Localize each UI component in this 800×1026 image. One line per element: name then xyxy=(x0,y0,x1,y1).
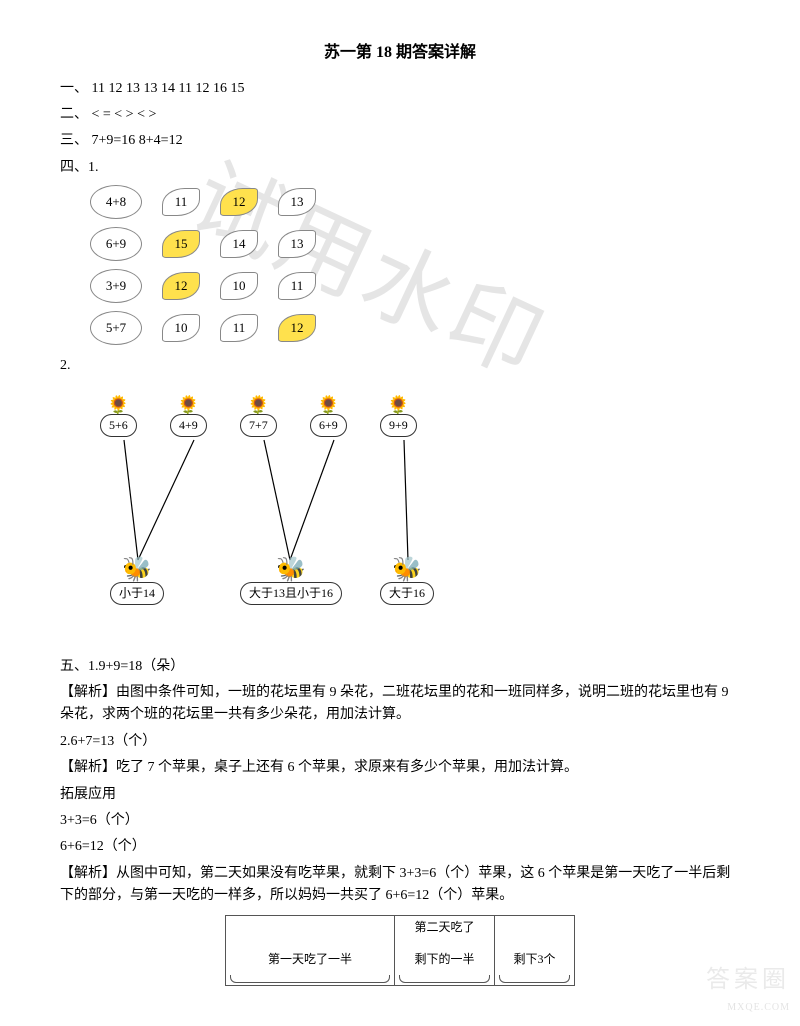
bee-icon: 🐝 xyxy=(380,558,434,582)
leaf-value: 11 xyxy=(162,188,200,216)
leaf-value: 11 xyxy=(220,314,258,342)
flower: 🌻4+9 xyxy=(170,396,207,437)
leaf-value: 13 xyxy=(278,188,316,216)
bee-icon: 🐝 xyxy=(240,558,342,582)
flower-icon: 🌻 xyxy=(310,396,347,414)
bar-diagram: 第一天吃了一半 第二天吃了剩下的一半 剩下3个 xyxy=(225,915,575,985)
flower-icon: 🌻 xyxy=(170,396,207,414)
flower-label: 9+9 xyxy=(380,414,417,437)
leaf-value: 14 xyxy=(220,230,258,258)
leaf-value: 13 xyxy=(278,230,316,258)
flower-label: 7+7 xyxy=(240,414,277,437)
match-diagram: 🌻5+6🌻4+9🌻7+7🌻6+9🌻9+9🐝小于14🐝大于13且小于16🐝大于16 xyxy=(60,388,740,648)
flower-icon: 🌻 xyxy=(240,396,277,414)
q2-values: < = < > < > xyxy=(92,107,157,122)
flower-icon: 🌻 xyxy=(380,396,417,414)
flower-label: 6+9 xyxy=(310,414,347,437)
q5-line: 【解析】吃了 7 个苹果，桌子上还有 6 个苹果，求原来有多少个苹果，用加法计算… xyxy=(60,757,740,779)
page-title: 苏一第 18 期答案详解 xyxy=(60,40,740,66)
q4-grid: 4+8 11 12 13 6+9 15 14 13 3+9 12 10 11 5+7 10 11 12 xyxy=(90,185,740,345)
q5-line: 【解析】从图中可知，第二天如果没有吃苹果，就剩下 3+3=6（个）苹果，这 6 … xyxy=(60,863,740,908)
leaf-value: 12 xyxy=(162,272,200,300)
bee: 🐝大于13且小于16 xyxy=(240,558,342,605)
q5-line: 2.6+7=13（个） xyxy=(60,731,740,753)
brace-icon xyxy=(399,975,490,983)
q3-values: 7+9=16 8+4=12 xyxy=(92,133,183,148)
leaf-value: 12 xyxy=(278,314,316,342)
bee-label: 大于13且小于16 xyxy=(240,582,342,605)
bar-segment: 第二天吃了剩下的一半 xyxy=(395,916,495,984)
q5-line: 3+3=6（个） xyxy=(60,810,740,832)
bee: 🐝大于16 xyxy=(380,558,434,605)
q5-block: 五、1.9+9=18（朵） 【解析】由图中条件可知，一班的花坛里有 9 朵花，二班… xyxy=(60,656,740,908)
q5-line: 【解析】由图中条件可知，一班的花坛里有 9 朵花，二班花坛里的花和一班同样多，说… xyxy=(60,682,740,727)
flower: 🌻6+9 xyxy=(310,396,347,437)
brace-icon xyxy=(230,975,390,983)
cloud-expr: 6+9 xyxy=(90,227,142,261)
q4-2-label: 2. xyxy=(60,355,740,377)
leaf-value: 10 xyxy=(220,272,258,300)
q3-label: 三、 xyxy=(60,133,88,148)
bar-diagram-wrap: 第一天吃了一半 第二天吃了剩下的一半 剩下3个 xyxy=(60,915,740,985)
match-line xyxy=(138,440,194,560)
bee-label: 大于16 xyxy=(380,582,434,605)
q1-label: 一、 xyxy=(60,81,88,96)
q4-row: 4+8 11 12 13 xyxy=(90,185,740,219)
q5-line: 6+6=12（个） xyxy=(60,836,740,858)
q5-line: 拓展应用 xyxy=(60,784,740,806)
leaf-value: 15 xyxy=(162,230,200,258)
match-line xyxy=(264,440,290,560)
leaf-value: 12 xyxy=(220,188,258,216)
q5-line: 五、1.9+9=18（朵） xyxy=(60,656,740,678)
page-content: 苏一第 18 期答案详解 一、 11 12 13 13 14 11 12 16 … xyxy=(60,40,740,986)
q4-row: 5+7 10 11 12 xyxy=(90,311,740,345)
corner-small: MXQE.COM xyxy=(706,1000,790,1016)
q2-label: 二、 xyxy=(60,107,88,122)
flower: 🌻9+9 xyxy=(380,396,417,437)
match-line xyxy=(404,440,408,560)
q4-label: 四、1. xyxy=(60,157,740,179)
flower: 🌻5+6 xyxy=(100,396,137,437)
leaf-value: 10 xyxy=(162,314,200,342)
q1-values: 11 12 13 13 14 11 12 16 15 xyxy=(92,81,245,96)
q4-row: 3+9 12 10 11 xyxy=(90,269,740,303)
bee: 🐝小于14 xyxy=(110,558,164,605)
leaf-value: 11 xyxy=(278,272,316,300)
cloud-expr: 4+8 xyxy=(90,185,142,219)
match-line xyxy=(124,440,138,560)
seg-label: 剩下3个 xyxy=(513,952,555,966)
bee-icon: 🐝 xyxy=(110,558,164,582)
seg-label: 第一天吃了一半 xyxy=(268,952,352,966)
flower-icon: 🌻 xyxy=(100,396,137,414)
q3-line: 三、 7+9=16 8+4=12 xyxy=(60,130,740,152)
seg-top: 第二天吃了 xyxy=(401,918,488,937)
match-line xyxy=(290,440,334,560)
brace-icon xyxy=(499,975,570,983)
bar-segment: 第一天吃了一半 xyxy=(225,916,395,984)
cloud-expr: 3+9 xyxy=(90,269,142,303)
q2-line: 二、 < = < > < > xyxy=(60,104,740,126)
flower: 🌻7+7 xyxy=(240,396,277,437)
flower-label: 4+9 xyxy=(170,414,207,437)
bee-label: 小于14 xyxy=(110,582,164,605)
bar-segment: 剩下3个 xyxy=(495,916,575,984)
cloud-expr: 5+7 xyxy=(90,311,142,345)
seg-label: 剩下的一半 xyxy=(414,952,474,966)
flower-label: 5+6 xyxy=(100,414,137,437)
q1-line: 一、 11 12 13 13 14 11 12 16 15 xyxy=(60,78,740,100)
q4-row: 6+9 15 14 13 xyxy=(90,227,740,261)
